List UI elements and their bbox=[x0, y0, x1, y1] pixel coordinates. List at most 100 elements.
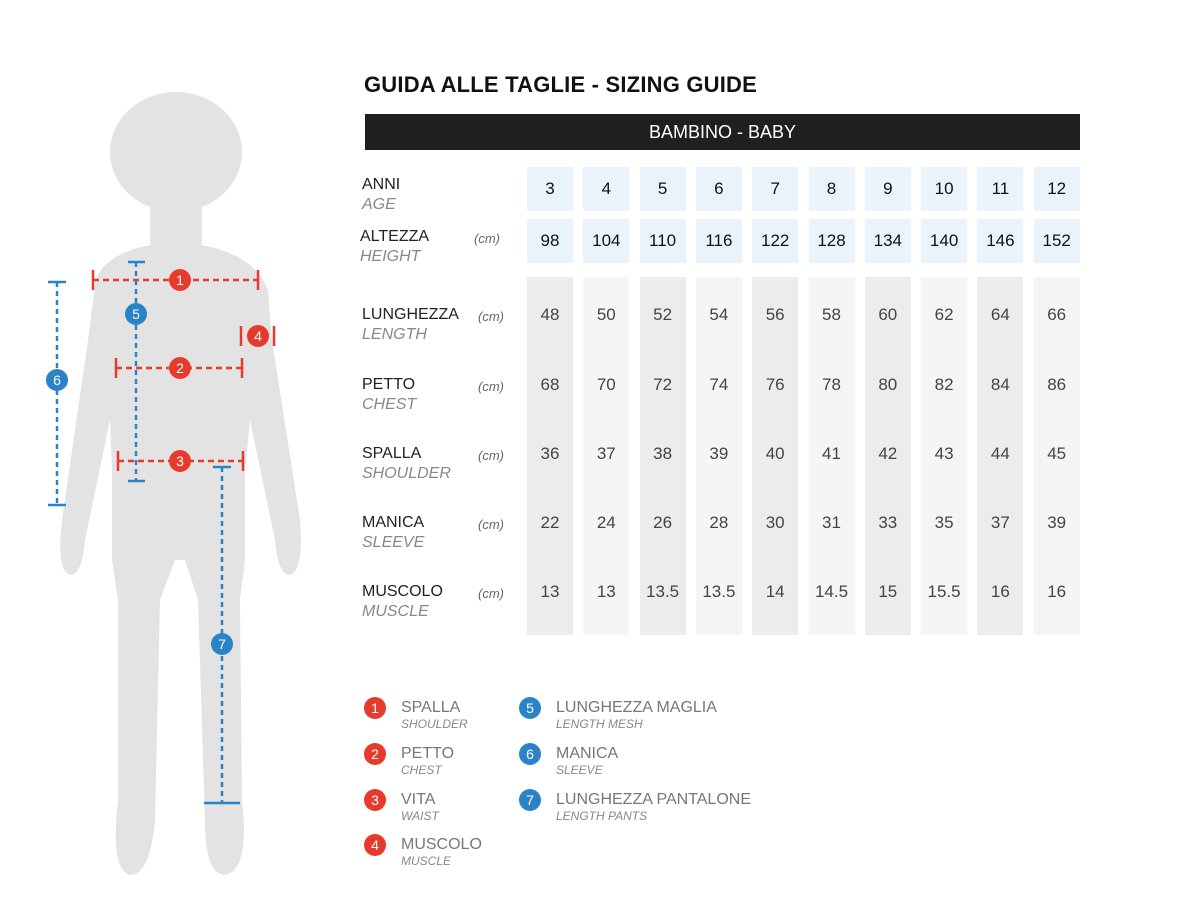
row-label-en: AGE bbox=[362, 196, 396, 213]
size-column-bg bbox=[527, 277, 573, 635]
row-label-en: SHOULDER bbox=[362, 465, 451, 482]
header-cell: 110 bbox=[639, 219, 686, 263]
table-cell: 40 bbox=[765, 444, 785, 463]
header-cell: 134 bbox=[864, 219, 911, 263]
header-cell: 128 bbox=[808, 219, 855, 263]
table-cell: 39 bbox=[709, 444, 729, 463]
legend-badge-2: 2 bbox=[364, 743, 386, 765]
table-cell: 14.5 bbox=[814, 582, 849, 601]
legend-label: LUNGHEZZA PANTALONE bbox=[556, 791, 751, 808]
header-cell: 11 bbox=[977, 167, 1024, 211]
page-title: GUIDA ALLE TAGLIE - SIZING GUIDE bbox=[364, 72, 758, 97]
table-cell: 64 bbox=[990, 305, 1010, 324]
table-cell: 50 bbox=[596, 305, 616, 324]
header-cell: 98 bbox=[527, 219, 573, 263]
header-cell: 104 bbox=[583, 219, 630, 263]
row-label: ALTEZZA HEIGHT bbox=[360, 227, 429, 267]
legend-label-en: CHEST bbox=[401, 763, 442, 777]
figure-marker-7: 7 bbox=[211, 633, 233, 655]
figure-marker-4: 4 bbox=[247, 325, 269, 347]
legend-item: SPALLA SHOULDER bbox=[401, 699, 468, 732]
unit-label: (cm) bbox=[478, 586, 504, 601]
size-column-bg bbox=[808, 277, 855, 635]
unit-label: (cm) bbox=[478, 309, 504, 324]
row-label: MUSCOLO MUSCLE bbox=[362, 582, 443, 622]
size-column-bg bbox=[1033, 277, 1080, 635]
table-cell: 41 bbox=[822, 444, 841, 463]
legend-label-en: SLEEVE bbox=[556, 763, 603, 777]
legend-item: LUNGHEZZA MAGLIA LENGTH MESH bbox=[556, 699, 717, 732]
figure-marker-1: 1 bbox=[169, 269, 191, 291]
legend-label: PETTO bbox=[401, 745, 455, 762]
size-column-bg bbox=[752, 277, 799, 635]
table-cell: 48 bbox=[540, 305, 560, 324]
blue-measure-lines bbox=[48, 260, 240, 805]
table-cell: 72 bbox=[653, 375, 673, 394]
figure-marker-6: 6 bbox=[46, 369, 68, 391]
table-cell: 22 bbox=[540, 513, 560, 532]
table-cell: 60 bbox=[878, 305, 898, 324]
table-cell: 76 bbox=[765, 375, 785, 394]
legend-label: MUSCOLO bbox=[401, 836, 482, 853]
legend-label-en: MUSCLE bbox=[401, 854, 452, 868]
table-cell: 37 bbox=[596, 444, 616, 463]
row-label-it: SPALLA bbox=[362, 445, 422, 462]
header-cell: 12 bbox=[1033, 167, 1080, 211]
legend-label-en: SHOULDER bbox=[401, 717, 468, 731]
row-label-en: LENGTH bbox=[362, 326, 427, 343]
size-column-bg bbox=[977, 277, 1024, 635]
legend-label: MANICA bbox=[556, 745, 619, 762]
row-label: LUNGHEZZA LENGTH bbox=[362, 305, 459, 345]
legend-badge-6: 6 bbox=[519, 743, 541, 765]
table-cell: 33 bbox=[878, 513, 898, 532]
table-cell: 16 bbox=[1047, 582, 1067, 601]
figure-marker-3: 3 bbox=[169, 450, 191, 472]
legend-item: PETTO CHEST bbox=[401, 745, 454, 778]
legend-label-en: WAIST bbox=[401, 809, 439, 823]
header-cell: 152 bbox=[1033, 219, 1080, 263]
table-cell: 31 bbox=[822, 513, 841, 532]
header-cell: 4 bbox=[583, 167, 630, 211]
row-label-it: MUSCOLO bbox=[362, 583, 443, 600]
legend-label-en: LENGTH PANTS bbox=[556, 809, 648, 823]
table-cell: 15.5 bbox=[927, 582, 961, 601]
table-cell: 30 bbox=[765, 513, 785, 532]
size-column-bg bbox=[583, 277, 630, 635]
table-cell: 13.5 bbox=[646, 582, 680, 601]
table-cell: 14 bbox=[765, 582, 785, 601]
unit-label: (cm) bbox=[478, 448, 504, 463]
table-cell: 36 bbox=[540, 444, 560, 463]
legend-label: SPALLA bbox=[401, 699, 461, 716]
header-cell: 9 bbox=[864, 167, 911, 211]
table-cell: 62 bbox=[934, 305, 954, 324]
table-cell: 28 bbox=[709, 513, 729, 532]
legend-item: MANICA SLEEVE bbox=[556, 745, 618, 778]
table-cell: 44 bbox=[990, 444, 1010, 463]
row-label-it: ANNI bbox=[362, 176, 401, 193]
table-cell: 66 bbox=[1047, 305, 1067, 324]
table-cell: 54 bbox=[709, 305, 729, 324]
table-cell: 35 bbox=[934, 513, 954, 532]
size-column-bg bbox=[639, 277, 686, 635]
legend-badge-5: 5 bbox=[519, 697, 541, 719]
header-cell: 7 bbox=[752, 167, 799, 211]
header-cell: 10 bbox=[921, 167, 968, 211]
table-cell: 38 bbox=[653, 444, 673, 463]
header-cell: 140 bbox=[921, 219, 968, 263]
row-label-en: HEIGHT bbox=[360, 248, 421, 265]
table-cell: 15 bbox=[878, 582, 898, 601]
row-label-en: MUSCLE bbox=[362, 603, 429, 620]
header-cell: 122 bbox=[752, 219, 799, 263]
row-label-it: LUNGHEZZA bbox=[362, 306, 459, 323]
unit-label: (cm) bbox=[478, 379, 504, 394]
table-cell: 86 bbox=[1047, 375, 1067, 394]
row-label: SPALLA SHOULDER bbox=[362, 444, 451, 484]
header-cell: 116 bbox=[695, 219, 742, 263]
row-label-it: ALTEZZA bbox=[360, 228, 430, 245]
legend-label: LUNGHEZZA MAGLIA bbox=[556, 699, 717, 716]
table-cell: 42 bbox=[878, 444, 898, 463]
legend-item: VITA WAIST bbox=[401, 791, 439, 824]
header-cell: 146 bbox=[977, 219, 1024, 263]
size-column-bg bbox=[921, 277, 968, 635]
legend-badge-7: 7 bbox=[519, 789, 541, 811]
